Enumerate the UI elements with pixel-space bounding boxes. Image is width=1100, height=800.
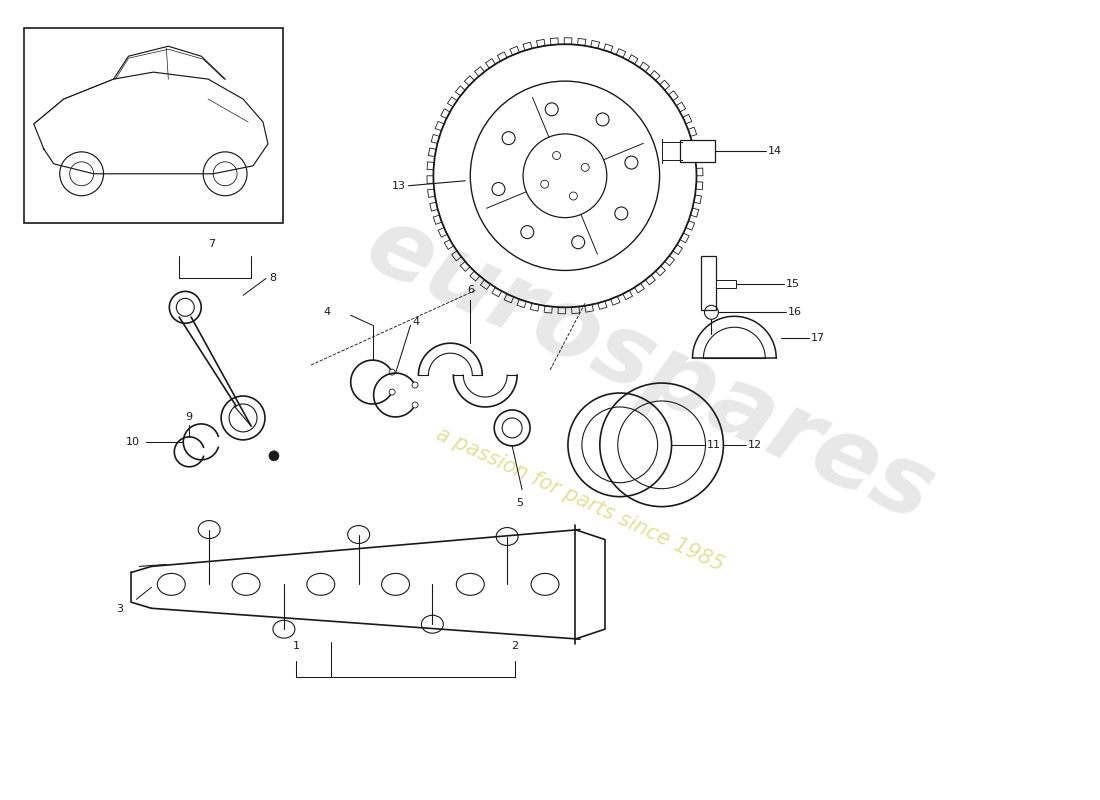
Text: 9: 9 <box>186 412 192 422</box>
Text: 5: 5 <box>517 498 524 508</box>
FancyBboxPatch shape <box>702 255 716 310</box>
Text: 17: 17 <box>811 334 825 343</box>
Text: 2: 2 <box>512 641 519 651</box>
Text: 3: 3 <box>116 604 123 614</box>
Text: 10: 10 <box>125 437 140 447</box>
Text: a passion for parts since 1985: a passion for parts since 1985 <box>433 424 727 575</box>
Circle shape <box>389 389 395 395</box>
Text: 1: 1 <box>293 641 299 651</box>
Text: 12: 12 <box>748 440 762 450</box>
Text: 13: 13 <box>392 181 406 190</box>
Text: 14: 14 <box>768 146 782 156</box>
Circle shape <box>270 451 279 461</box>
Text: 7: 7 <box>208 238 214 249</box>
Text: 11: 11 <box>706 440 721 450</box>
FancyBboxPatch shape <box>716 281 736 288</box>
FancyBboxPatch shape <box>24 28 283 222</box>
Text: 8: 8 <box>270 274 276 283</box>
Circle shape <box>412 382 418 388</box>
Text: 15: 15 <box>786 279 800 290</box>
Circle shape <box>412 402 418 408</box>
Text: eurospares: eurospares <box>351 198 948 542</box>
FancyBboxPatch shape <box>680 140 715 162</box>
Text: 4: 4 <box>323 307 331 318</box>
Text: 4: 4 <box>412 318 419 327</box>
Text: 6: 6 <box>466 286 474 295</box>
Circle shape <box>389 369 395 375</box>
Text: 16: 16 <box>789 307 802 318</box>
